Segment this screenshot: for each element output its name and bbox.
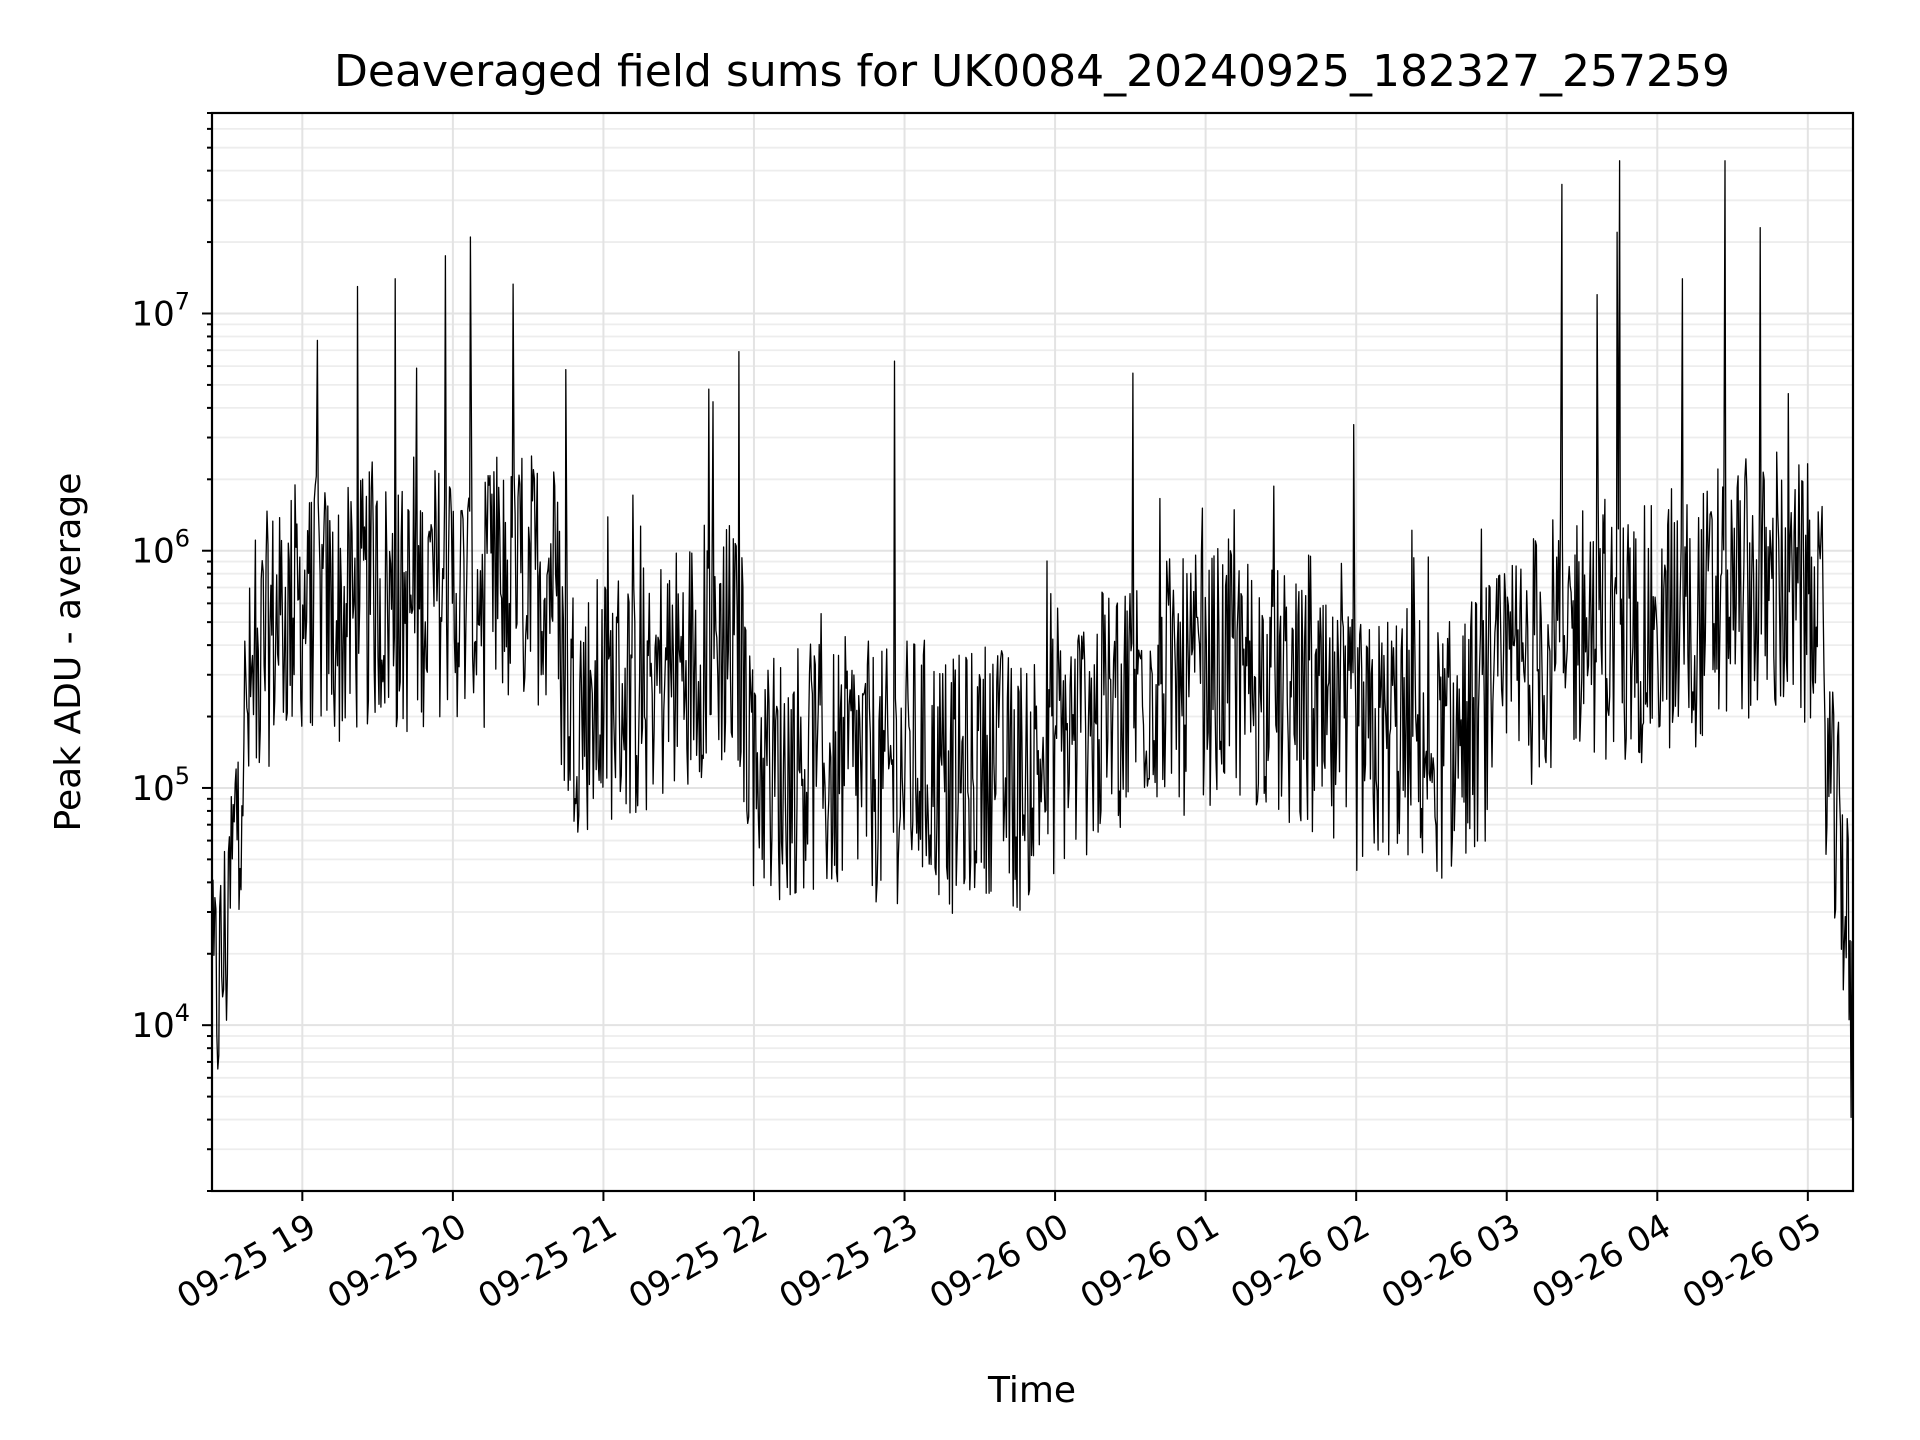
x-tick-label: 09-25 22: [622, 1206, 774, 1317]
y-tick-label: 105: [131, 762, 190, 809]
x-tick-label: 09-26 03: [1375, 1206, 1527, 1317]
series-layer: [211, 160, 1854, 1119]
x-tick-label: 09-26 00: [923, 1206, 1075, 1317]
chart-title: Deaveraged field sums for UK0084_2024092…: [334, 46, 1730, 97]
series-line: [211, 160, 1854, 1119]
plot-frame: [210, 111, 1855, 1193]
x-tick-label: 09-25 21: [472, 1206, 624, 1317]
x-tick-label: 09-26 04: [1525, 1206, 1677, 1317]
x-tick-label: 09-25 20: [321, 1206, 473, 1317]
y-tick-label: 107: [131, 287, 190, 334]
x-axis-label: Time: [987, 1370, 1076, 1411]
y-tick-label: 106: [131, 525, 190, 572]
x-tick-label: 09-25 19: [170, 1206, 322, 1317]
x-tick-label: 09-26 01: [1074, 1206, 1226, 1317]
x-tick-label: 09-26 05: [1676, 1206, 1828, 1317]
y-tick-label: 104: [131, 999, 190, 1046]
y-axis-label: Peak ADU - average: [48, 473, 89, 832]
x-tick-label: 09-26 02: [1224, 1206, 1376, 1317]
x-tick-label: 09-25 23: [773, 1206, 925, 1317]
